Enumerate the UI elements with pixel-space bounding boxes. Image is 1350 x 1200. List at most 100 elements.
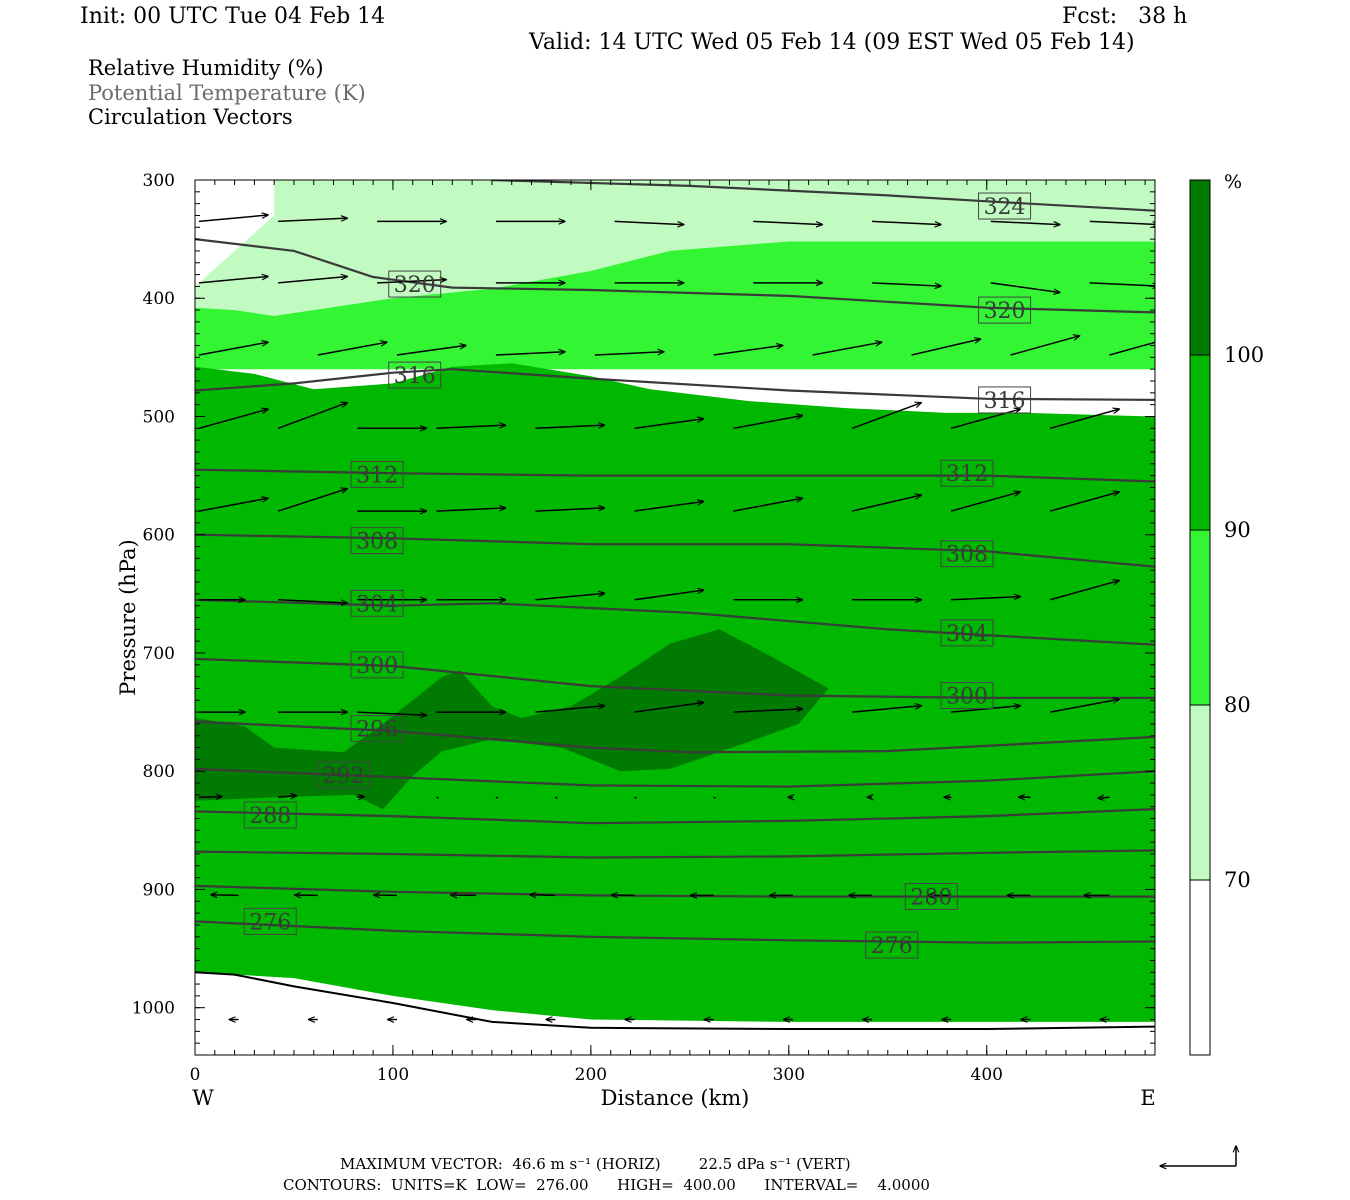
circulation-vector <box>1049 492 1119 512</box>
circulation-vector <box>357 797 364 798</box>
colorbar-label: 100 <box>1224 343 1264 367</box>
terrain-line <box>195 971 1155 1030</box>
label-text: 292 <box>322 764 364 789</box>
reference-vector-icon <box>1160 1146 1236 1166</box>
circulation-vector <box>634 501 703 512</box>
x-tick-label: 400 <box>971 1065 1003 1085</box>
label-text: 304 <box>946 622 988 647</box>
colorbar-segment <box>1190 180 1210 355</box>
isentrope-label-320: 320 <box>978 296 1032 324</box>
valid-time: Valid: 14 UTC Wed 05 Feb 14 (09 EST Wed … <box>529 30 1135 55</box>
circulation-vector <box>950 409 1020 430</box>
circulation-vector <box>871 220 941 224</box>
isentrope-304 <box>195 598 1155 646</box>
label-text: 308 <box>356 530 398 555</box>
circulation-vector <box>436 796 439 799</box>
label-box <box>978 296 1032 324</box>
label-text: 300 <box>946 685 988 710</box>
circulation-vector <box>198 215 268 223</box>
circulation-vector <box>278 796 296 798</box>
y-axis-label: Pressure (hPa) <box>116 539 140 695</box>
circulation-vector <box>950 492 1020 512</box>
rh-region-80-90 <box>195 241 1155 370</box>
label-box <box>940 619 994 647</box>
label-text: 316 <box>394 364 436 389</box>
circulation-vector <box>198 409 268 430</box>
label-text: 312 <box>356 463 398 488</box>
isentrope-label-316: 316 <box>388 361 442 389</box>
circulation-vector <box>211 895 239 896</box>
label-box <box>940 459 994 487</box>
isentrope-276 <box>195 920 1155 944</box>
isentrope-label-316: 316 <box>978 386 1032 414</box>
label-text: 296 <box>356 718 398 743</box>
circulation-vector <box>198 797 222 798</box>
x-tick-label: 200 <box>575 1065 607 1085</box>
colorbar-label: 80 <box>1224 693 1251 717</box>
legend-circulation-vectors: Circulation Vectors <box>88 105 293 129</box>
circulation-vector <box>530 895 556 896</box>
circulation-vector <box>278 276 347 284</box>
circulation-vector <box>1089 282 1155 286</box>
colorbar-label: 90 <box>1224 518 1251 542</box>
circulation-vector <box>278 218 347 223</box>
isentrope-label-292: 292 <box>316 761 370 789</box>
circulation-vector <box>634 702 703 713</box>
circulation-vector <box>713 345 783 356</box>
circulation-vector <box>198 276 268 284</box>
label-box <box>243 907 297 935</box>
circulation-vector <box>713 796 716 799</box>
circulation-vector <box>634 419 703 430</box>
circulation-vector <box>852 706 921 713</box>
isentrope-label-308: 308 <box>350 527 404 555</box>
rh-fill-layer <box>195 180 1155 1055</box>
isentrope-label-308: 308 <box>940 540 994 568</box>
label-box <box>316 761 370 789</box>
circulation-vector <box>535 425 604 430</box>
circulation-vector <box>614 220 684 224</box>
circulation-vector <box>812 342 882 356</box>
circulation-vector <box>198 498 268 512</box>
label-box <box>940 540 994 568</box>
circulation-vector <box>990 282 1060 293</box>
label-box <box>388 361 442 389</box>
label-box <box>978 386 1032 414</box>
label-box <box>904 883 958 911</box>
axes-layer: 300 400 500 600 700 800 900 1000 0 100 200 300 400 Di… <box>116 171 1156 1110</box>
colorbar-unit: % <box>1224 171 1242 193</box>
circulation-vector <box>357 711 426 715</box>
isentrope-label-320: 320 <box>388 270 442 298</box>
circulation-vector <box>277 489 347 512</box>
label-text: 288 <box>249 804 291 829</box>
circulation-vector <box>951 597 1020 601</box>
contour-note: CONTOURS: UNITS=K LOW= 276.00 HIGH= 400.… <box>283 1176 930 1194</box>
isentrope-label-300: 300 <box>940 682 994 710</box>
label-text: 320 <box>394 273 436 298</box>
isentrope-label-layer: 324 320 320 316 316 312 312 308 308 304 304 300 300 2… <box>243 192 1032 959</box>
y-tick-label: 300 <box>143 171 175 191</box>
label-text: 276 <box>249 910 291 935</box>
forecast-hour: Fcst: 38 h <box>1062 4 1188 29</box>
circulation-vector <box>911 339 981 356</box>
circulation-vector <box>753 220 822 224</box>
isentrope-280 <box>195 884 1155 898</box>
label-text: 312 <box>946 462 988 487</box>
circulation-vector <box>1109 341 1155 356</box>
legend-relative-humidity: Relative Humidity (%) <box>88 56 324 80</box>
colorbar-segment <box>1190 355 1210 530</box>
isentrope-label-288: 288 <box>243 801 297 829</box>
label-text: 300 <box>356 654 398 679</box>
circulation-vector <box>396 345 466 356</box>
circulation-vector <box>198 342 268 356</box>
label-text: 316 <box>984 389 1026 414</box>
init-time: Init: 00 UTC Tue 04 Feb 14 <box>80 4 386 29</box>
isentrope-296 <box>195 720 1155 754</box>
isentrope-label-304: 304 <box>940 619 994 647</box>
circulation-vector <box>1098 797 1110 798</box>
circulation-vector <box>535 706 604 713</box>
label-box <box>388 270 442 298</box>
circulation-vector <box>733 416 802 430</box>
circulation-vector <box>554 796 558 799</box>
x-tick-label: 100 <box>377 1065 409 1085</box>
